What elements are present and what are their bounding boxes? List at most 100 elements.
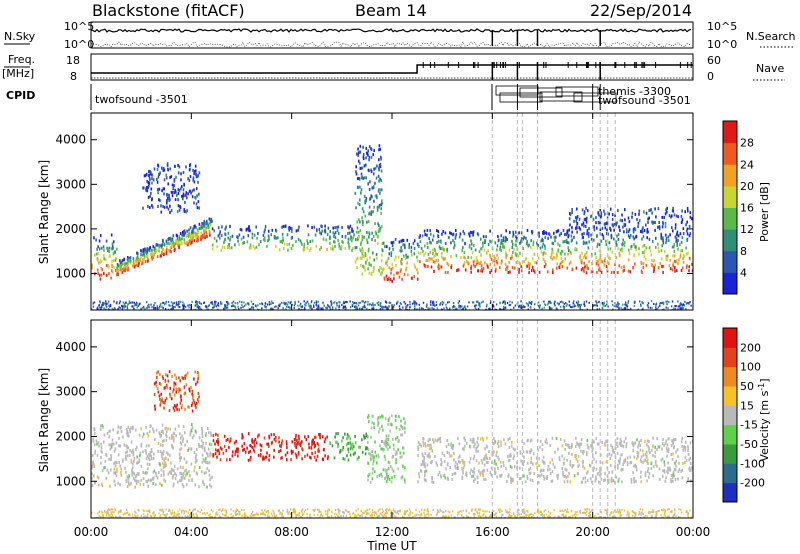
- backscatter-cell: [189, 242, 192, 246]
- ground-scatter-cell: [393, 304, 395, 307]
- ground-scatter-cell: [475, 308, 477, 310]
- backscatter-cell: [502, 239, 505, 243]
- backscatter-cell: [453, 246, 455, 250]
- backscatter-cell: [644, 257, 647, 261]
- backscatter-cell: [367, 168, 370, 172]
- backscatter-cell: [489, 255, 492, 259]
- backscatter-cell: [364, 436, 366, 439]
- ground-scatter-cell: [415, 302, 417, 305]
- backscatter-cell: [582, 221, 585, 225]
- backscatter-cell: [159, 435, 162, 438]
- ground-scatter-cell: [397, 300, 399, 303]
- backscatter-cell: [588, 232, 590, 236]
- backscatter-cell: [198, 227, 201, 230]
- backscatter-cell: [500, 241, 503, 245]
- ground-scatter-cell: [574, 511, 577, 514]
- ground-scatter-cell: [502, 301, 505, 303]
- backscatter-cell: [546, 441, 548, 445]
- backscatter-cell: [129, 449, 131, 453]
- backscatter-cell: [446, 450, 448, 454]
- backscatter-cell: [582, 240, 585, 244]
- backscatter-cell: [118, 268, 121, 272]
- colorbar-swatch: [723, 142, 737, 165]
- backscatter-cell: [605, 460, 607, 464]
- backscatter-cell: [563, 475, 565, 478]
- backscatter-cell: [200, 226, 202, 230]
- backscatter-cell: [129, 428, 131, 431]
- backscatter-cell: [97, 272, 99, 275]
- backscatter-cell: [378, 473, 381, 477]
- backscatter-cell: [577, 454, 580, 458]
- backscatter-cell: [172, 187, 174, 191]
- ground-scatter-cell: [114, 307, 116, 310]
- backscatter-cell: [359, 445, 361, 449]
- backscatter-cell: [499, 474, 501, 478]
- backscatter-cell: [385, 474, 388, 478]
- backscatter-cell: [179, 448, 181, 452]
- ground-scatter-cell: [647, 302, 650, 305]
- backscatter-cell: [583, 210, 586, 214]
- backscatter-cell: [157, 175, 160, 179]
- backscatter-cell: [354, 435, 356, 439]
- backscatter-cell: [92, 460, 94, 464]
- ground-scatter-cell: [306, 516, 308, 518]
- backscatter-cell: [152, 254, 154, 258]
- backscatter-cell: [435, 252, 437, 256]
- ground-scatter-cell: [234, 511, 237, 514]
- ground-scatter-cell: [355, 509, 357, 512]
- backscatter-cell: [204, 459, 206, 463]
- ground-scatter-cell: [160, 302, 162, 305]
- backscatter-cell: [565, 475, 568, 479]
- backscatter-cell: [173, 191, 176, 195]
- backscatter-cell: [364, 268, 366, 272]
- backscatter-cell: [165, 426, 167, 430]
- backscatter-cell: [180, 478, 183, 482]
- backscatter-cell: [366, 241, 369, 245]
- backscatter-cell: [424, 442, 426, 445]
- backscatter-cell: [506, 268, 508, 271]
- ground-scatter-cell: [300, 305, 302, 308]
- backscatter-cell: [373, 455, 375, 459]
- backscatter-cell: [567, 246, 569, 250]
- backscatter-cell: [161, 483, 163, 487]
- ground-scatter-cell: [162, 301, 164, 304]
- backscatter-cell: [689, 461, 692, 465]
- backscatter-cell: [622, 225, 624, 229]
- ground-scatter-cell: [549, 300, 551, 303]
- ground-scatter-cell: [414, 307, 416, 310]
- backscatter-cell: [484, 261, 486, 265]
- backscatter-cell: [370, 457, 372, 461]
- backscatter-cell: [265, 455, 268, 459]
- backscatter-cell: [168, 193, 170, 197]
- ground-scatter-cell: [372, 307, 375, 310]
- backscatter-cell: [572, 464, 575, 467]
- backscatter-cell: [389, 277, 392, 281]
- backscatter-cell: [159, 397, 161, 401]
- ground-scatter-cell: [433, 307, 435, 310]
- ground-scatter-cell: [475, 300, 478, 303]
- backscatter-cell: [389, 445, 391, 449]
- ground-scatter-cell: [628, 308, 630, 310]
- backscatter-cell: [429, 437, 431, 441]
- backscatter-cell: [371, 450, 373, 454]
- backscatter-cell: [204, 433, 207, 437]
- backscatter-cell: [184, 200, 186, 204]
- backscatter-cell: [619, 443, 622, 447]
- backscatter-cell: [689, 456, 691, 460]
- backscatter-cell: [482, 235, 485, 239]
- ground-scatter-cell: [122, 301, 125, 304]
- backscatter-cell: [319, 436, 321, 440]
- backscatter-cell: [618, 441, 621, 445]
- backscatter-cell: [535, 261, 538, 265]
- backscatter-cell: [249, 458, 251, 462]
- backscatter-cell: [379, 272, 382, 276]
- ground-scatter-cell: [232, 300, 235, 303]
- backscatter-cell: [96, 453, 99, 457]
- backscatter-cell: [682, 260, 685, 264]
- backscatter-cell: [387, 467, 390, 471]
- colorbar-swatch: [723, 250, 737, 273]
- backscatter-cell: [382, 428, 384, 432]
- ground-scatter-cell: [355, 306, 357, 309]
- backscatter-cell: [601, 233, 604, 237]
- ground-scatter-cell: [556, 302, 559, 305]
